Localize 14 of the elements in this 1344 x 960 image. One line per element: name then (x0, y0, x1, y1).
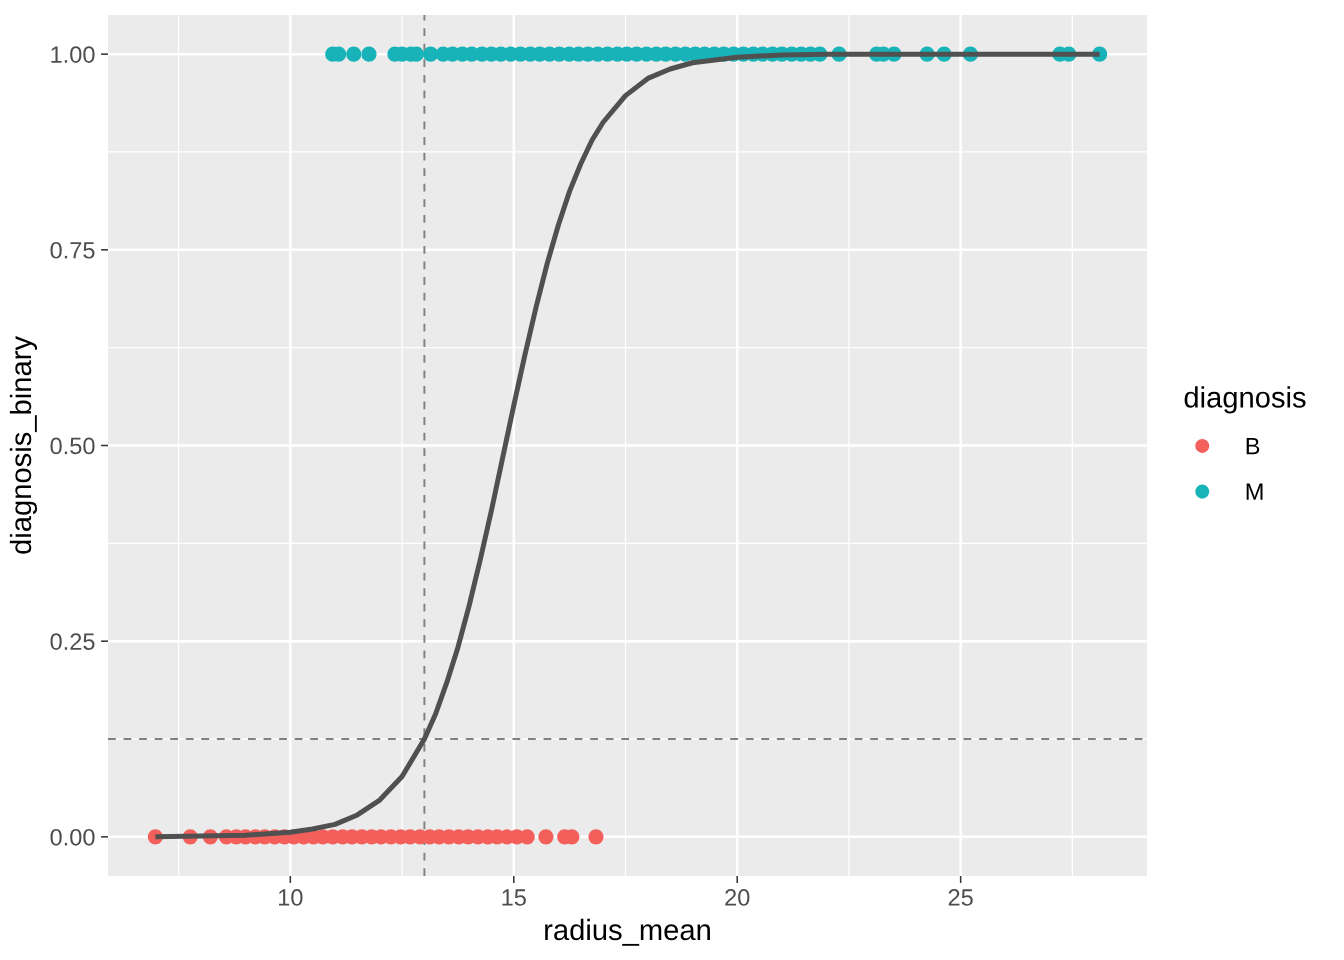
y-tick-label: 1.00 (51, 46, 95, 63)
y-tick-label: 0.75 (50, 241, 95, 259)
x-tick-label: 25 (948, 889, 973, 906)
x-tick-label: 10 (279, 889, 303, 906)
legend-label: M (1246, 483, 1263, 500)
y-tick-label: 0.00 (50, 828, 95, 846)
x-tick-label: 20 (725, 889, 750, 906)
y-tick-label: 0.50 (50, 437, 95, 455)
x-tick-label: 15 (502, 889, 526, 906)
y-axis-title: diagnosis_binary (9, 336, 38, 554)
legend-label: B (1246, 437, 1260, 455)
legend-title: diagnosis (1184, 386, 1306, 414)
x-axis-title: radius_mean (545, 918, 710, 946)
y-tick-label: 0.25 (50, 633, 95, 650)
